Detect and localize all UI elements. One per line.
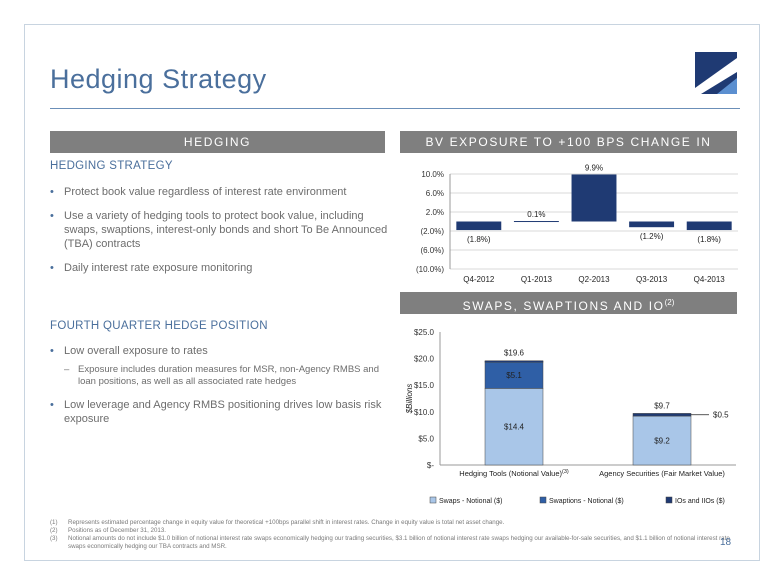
stacked-bar-segment: [484, 388, 544, 466]
swaps-swaptions-chart: $25.0 $20.0 $15.0 $10.0 $5.0 $- $Billions $14.4…: [405, 328, 736, 505]
x-tick-label: Q4-2013: [694, 275, 726, 284]
y-tick-label: 2.0%: [426, 208, 444, 217]
legend-swatch: [665, 496, 673, 504]
y-tick-label: $20.0: [414, 355, 435, 364]
y-tick-label: (2.0%): [420, 227, 444, 236]
bar: [513, 221, 559, 223]
slide-frame: [24, 24, 760, 561]
segment-label: $9.2: [654, 437, 670, 446]
swaps-header: SWAPS, SWAPTIONS AND IO(2): [400, 292, 737, 314]
data-label: 9.9%: [585, 163, 603, 172]
y-tick-label: $5.0: [418, 434, 434, 443]
title-divider: [50, 108, 740, 109]
bullet-item: Daily interest rate exposure monitoring: [50, 261, 390, 275]
footnote: (2) Positions as of December 31, 2013.: [50, 527, 167, 534]
hedging-header: HEDGING: [50, 131, 385, 153]
slide-title: Hedging Strategy: [50, 64, 267, 94]
company-logo: [695, 52, 737, 94]
total-label: $19.6: [504, 349, 525, 358]
stacked-bar-segment: [632, 415, 692, 466]
legend-swatch: [539, 496, 547, 504]
y-tick-label: $10.0: [414, 408, 435, 417]
y-tick-label: $25.0: [414, 328, 435, 337]
footnote: (1) Represents estimated percentage chang…: [50, 519, 505, 526]
legend-label: IOs and IIOs ($): [675, 498, 725, 505]
bullet-item: Protect book value regardless of interes…: [50, 185, 390, 199]
hedge-position-title: FOURTH QUARTER HEDGE POSITION: [50, 320, 268, 332]
x-tick-label: Q3-2013: [636, 275, 668, 284]
segment-label: $5.1: [506, 371, 522, 380]
position-bullets: Low overall exposure to rates Exposure i…: [50, 344, 390, 436]
footnote: (3) Notional amounts do not include $1.0 …: [50, 535, 730, 550]
bullet-item: Low overall exposure to rates: [50, 344, 390, 358]
y-tick-label: (6.0%): [420, 246, 444, 255]
page-number: 18: [720, 537, 732, 548]
x-tick-label: Hedging Tools (Notional Value)(3): [459, 469, 569, 478]
y-tick-label: $15.0: [414, 381, 435, 390]
bv-exposure-header: BV EXPOSURE TO +100 BPS CHANGE IN RATES(…: [400, 131, 737, 174]
stacked-bar-segment: [632, 413, 692, 417]
bar: [456, 221, 502, 231]
x-tick-label: Q4-2012: [463, 275, 495, 284]
stacked-bar-segment: [484, 361, 544, 389]
bullet-item: Low leverage and Agency RMBS positioning…: [50, 398, 390, 426]
x-tick-label: Agency Securities (Fair Market Value): [599, 469, 725, 478]
bar: [629, 221, 675, 228]
segment-label: $0.5: [713, 411, 729, 420]
x-tick-label: Q1-2013: [521, 275, 553, 284]
sub-bullet-item: Exposure includes duration measures for …: [50, 364, 390, 388]
footnote-marker: (3): [562, 469, 569, 475]
segment-label: $14.4: [504, 423, 525, 432]
stacked-bar-segment: [484, 360, 544, 363]
x-tick-label: Q2-2013: [578, 275, 610, 284]
y-tick-label: 6.0%: [426, 189, 444, 198]
y-tick-label: 10.0%: [421, 170, 444, 179]
legend-swatch: [429, 496, 437, 504]
footnotes: (1) Represents estimated percentage chang…: [50, 519, 740, 551]
bar: [686, 221, 732, 231]
hedging-strategy-title: HEDGING STRATEGY: [50, 160, 173, 172]
strategy-bullets: Protect book value regardless of interes…: [50, 185, 390, 285]
bar: [571, 174, 617, 222]
total-label: $9.7: [654, 401, 670, 410]
legend-label: Swaptions - Notional ($): [549, 498, 624, 505]
data-label: 0.1%: [527, 210, 545, 219]
y-tick-label: $-: [427, 461, 434, 470]
bv-exposure-chart: 10.0% 6.0% 2.0% (2.0%) (6.0%) (10.0%) (1.8%) Q4…: [416, 163, 738, 284]
data-label: (1.8%): [697, 235, 721, 244]
y-tick-label: (10.0%): [416, 265, 444, 274]
legend-label: Swaps - Notional ($): [439, 498, 502, 505]
data-label: (1.2%): [640, 232, 664, 241]
y-axis-label: $Billions: [405, 384, 414, 415]
data-label: (1.8%): [467, 235, 491, 244]
bullet-item: Use a variety of hedging tools to protec…: [50, 209, 390, 251]
